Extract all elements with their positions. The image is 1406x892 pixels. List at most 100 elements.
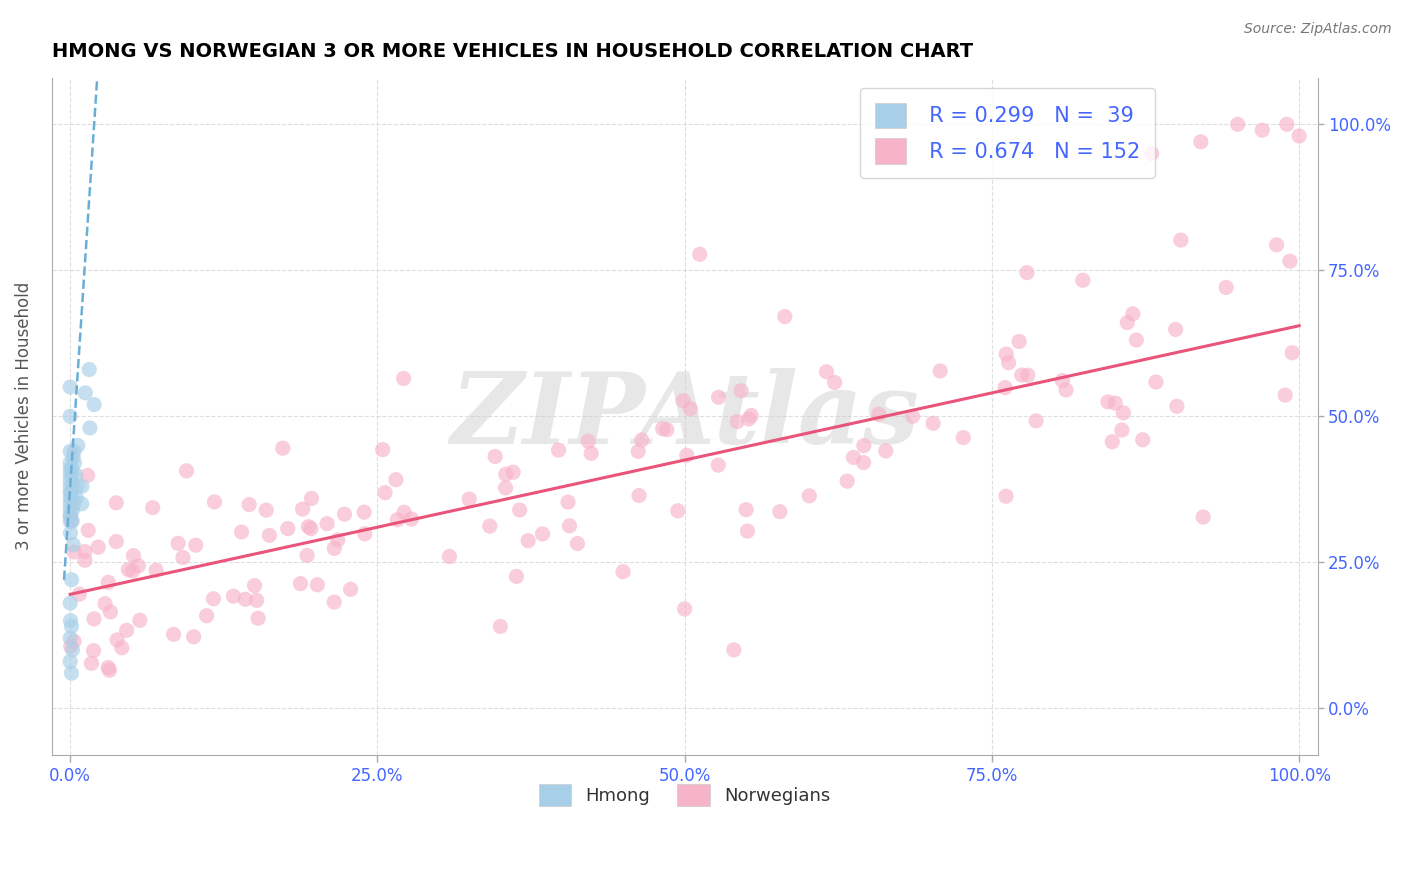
Point [1097,395,1119,409]
Point [60,619,83,633]
Point [291,502,314,516]
Point [94,597,117,611]
Point [675,448,697,462]
Point [579,446,602,460]
Point [952,431,974,445]
Point [1104,396,1126,410]
Point [374,485,396,500]
Point [478,519,501,533]
Point [392,505,415,519]
Point [70,497,93,511]
Point [176,464,198,478]
Point [83,398,105,412]
Point [1116,316,1139,330]
Point [922,417,945,431]
Point [1101,434,1123,449]
Point [63,456,86,470]
Point [517,533,540,548]
Point [121,564,143,578]
Point [735,502,758,516]
Point [145,563,167,577]
Point [852,439,875,453]
Point [59,409,82,424]
Point [162,627,184,641]
Point [62,502,84,516]
Point [576,434,599,449]
Point [59,655,82,669]
Point [1281,345,1303,359]
Point [246,593,269,607]
Point [842,450,865,465]
Point [738,412,761,426]
Point [299,522,322,536]
Point [852,456,875,470]
Point [495,467,517,482]
Point [183,630,205,644]
Point [484,450,506,464]
Point [627,444,650,458]
Point [59,462,82,476]
Point [59,514,82,528]
Point [233,592,256,607]
Point [59,456,82,470]
Point [323,541,346,556]
Point [204,495,226,509]
Point [65,491,87,505]
Point [679,401,702,416]
Point [1011,368,1033,382]
Point [995,489,1018,503]
Point [1071,273,1094,287]
Point [567,536,589,550]
Point [59,614,82,628]
Point [901,409,924,424]
Point [195,608,218,623]
Point [1274,388,1296,402]
Point [737,524,759,538]
Point [509,503,531,517]
Point [59,596,82,610]
Point [62,497,84,511]
Point [59,508,82,523]
Point [630,433,652,447]
Point [612,565,634,579]
Point [59,526,82,541]
Point [117,563,139,577]
Point [740,409,762,423]
Point [773,310,796,324]
Point [673,602,696,616]
Point [62,538,84,552]
Point [172,550,194,565]
Point [1170,233,1192,247]
Point [557,495,579,509]
Point [547,443,569,458]
Point [558,518,581,533]
Point [723,642,745,657]
Point [1140,146,1163,161]
Point [60,467,83,482]
Point [97,575,120,590]
Point [385,473,408,487]
Point [1054,383,1077,397]
Point [277,522,299,536]
Point [1112,406,1135,420]
Point [1015,266,1038,280]
Point [290,576,312,591]
Point [297,519,319,533]
Legend: Hmong, Norwegians: Hmong, Norwegians [531,777,838,814]
Text: ZIPAtlas: ZIPAtlas [450,368,920,465]
Point [505,569,527,583]
Point [707,458,730,472]
Point [59,485,82,500]
Point [77,362,100,376]
Point [1052,374,1074,388]
Point [73,553,96,567]
Point [1144,375,1167,389]
Point [1265,238,1288,252]
Text: HMONG VS NORWEGIAN 3 OR MORE VEHICLES IN HOUSEHOLD CORRELATION CHART: HMONG VS NORWEGIAN 3 OR MORE VEHICLES IN… [52,42,973,61]
Point [63,444,86,458]
Point [1025,414,1047,428]
Point [80,657,103,671]
Point [59,502,82,516]
Point [60,666,83,681]
Point [1132,433,1154,447]
